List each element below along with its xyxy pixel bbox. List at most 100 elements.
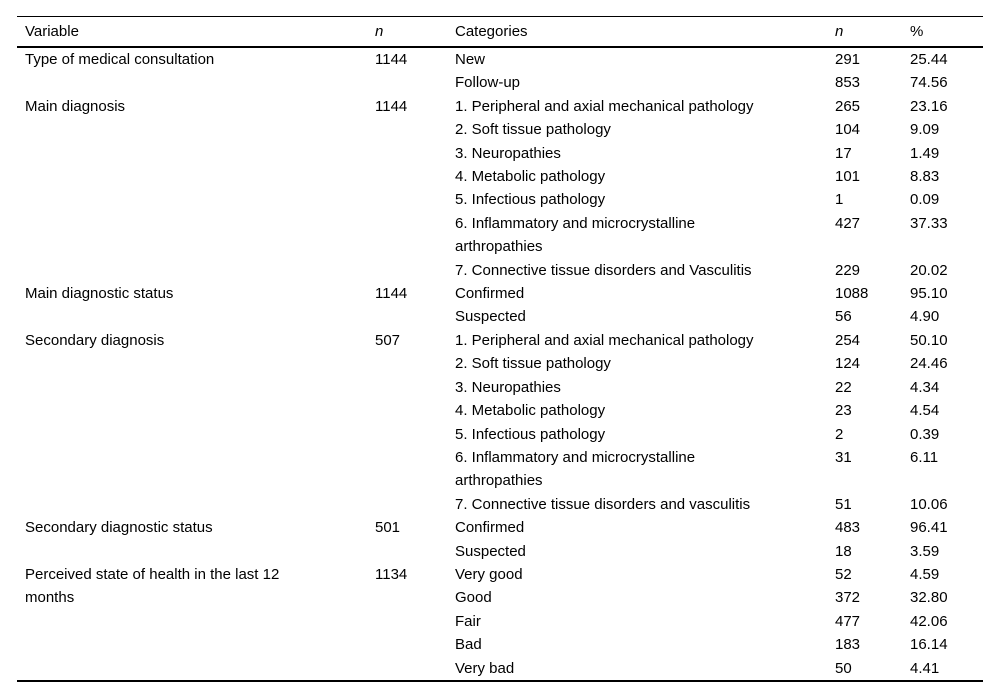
count-cell: 124 [835, 355, 861, 373]
table-row: Suspected 18 3.59 [17, 540, 983, 563]
count-cell: 1088 [835, 285, 869, 303]
count-cell: 483 [835, 519, 861, 537]
category-cell: 2. Soft tissue pathology [455, 118, 835, 141]
category-cell: 5. Infectious pathology [455, 423, 835, 446]
variable-cell: Secondary diagnosis [17, 329, 375, 516]
category-cell: 2. Soft tissue pathology [455, 352, 835, 375]
percent-cell: 16.14 [910, 636, 948, 654]
table-row: 7. Connective tissue disorders and vascu… [17, 493, 983, 516]
variable-cell: Secondary diagnostic status [17, 516, 375, 563]
category-cell: New [455, 47, 835, 71]
category-cell-text: 3. Neuropathies [455, 378, 561, 396]
count-cell: 51 [835, 495, 852, 513]
category-cell-text: 1. Peripheral and axial mechanical patho… [455, 331, 754, 349]
count-cell: 23 [835, 402, 852, 420]
table-row: 7. Connective tissue disorders and Vascu… [17, 259, 983, 282]
category-cell-text: Very bad [455, 659, 515, 677]
variable-cell-text: Main diagnosis [25, 97, 126, 115]
count-cell: 101 [835, 168, 861, 186]
category-cell-text: 6. Inflammatory and microcrystalline art… [455, 448, 696, 490]
table-row: 6. Inflammatory and microcrystalline art… [17, 446, 983, 493]
count-cell: 56 [835, 308, 852, 326]
variable-n-cell: 1144 [375, 97, 408, 115]
percent-cell: 4.90 [910, 308, 940, 326]
count-cell: 372 [835, 589, 861, 607]
category-cell: Very bad [455, 657, 835, 681]
category-cell-text: 5. Infectious pathology [455, 425, 606, 443]
category-cell-text: Confirmed [455, 519, 525, 537]
percent-cell: 23.16 [910, 97, 948, 115]
variable-n-cell: 1134 [375, 565, 408, 583]
percent-cell: 74.56 [910, 74, 948, 92]
category-cell: 3. Neuropathies [455, 376, 835, 399]
category-cell: 6. Inflammatory and microcrystalline art… [455, 446, 835, 493]
category-cell: 4. Metabolic pathology [455, 165, 835, 188]
percent-cell: 6.11 [910, 448, 939, 466]
percent-cell: 4.59 [910, 565, 940, 583]
category-cell-text: 7. Connective tissue disorders and vascu… [455, 495, 751, 513]
table-body: Type of medical consultation 1144 New 291 25… [17, 47, 983, 681]
category-cell-text: 2. Soft tissue pathology [455, 121, 611, 139]
variable-n-cell: 501 [375, 519, 401, 537]
count-cell: 254 [835, 331, 861, 349]
percent-cell: 0.39 [910, 425, 940, 443]
percent-cell: 0.09 [910, 191, 940, 209]
column-header-n-variable: n [375, 16, 455, 48]
count-cell: 50 [835, 659, 852, 677]
table-row: Type of medical consultation 1144 New 291 25… [17, 47, 983, 71]
category-cell-text: Suspected [455, 542, 526, 560]
category-cell-text: 7. Connective tissue disorders and Vascu… [455, 261, 752, 279]
table-row: 4. Metabolic pathology 101 8.83 [17, 165, 983, 188]
table-row: Main diagnostic status 1144 Confirmed 1088 9… [17, 282, 983, 305]
percent-cell: 4.41 [910, 659, 940, 677]
variable-n-cell: 1144 [375, 51, 408, 68]
percent-cell: 95.10 [910, 285, 948, 303]
variable-cell-text: Secondary diagnostic status [25, 519, 213, 537]
table-row: Very bad 50 4.41 [17, 657, 983, 681]
count-cell: 291 [835, 51, 861, 68]
count-cell: 183 [835, 636, 861, 654]
percent-cell: 9.09 [910, 121, 940, 139]
category-cell-text: 6. Inflammatory and microcrystalline art… [455, 214, 696, 256]
table-row: Secondary diagnosis 507 1. Peripheral and … [17, 329, 983, 352]
percent-cell: 1.49 [910, 144, 940, 162]
category-cell-text: 3. Neuropathies [455, 144, 561, 162]
percent-cell: 37.33 [910, 214, 948, 232]
table-row: 4. Metabolic pathology 23 4.54 [17, 399, 983, 422]
category-cell: Follow-up [455, 71, 835, 94]
table-row: 3. Neuropathies 22 4.34 [17, 376, 983, 399]
table-row: 2. Soft tissue pathology 104 9.09 [17, 118, 983, 141]
category-cell-text: Follow-up [455, 74, 521, 92]
count-cell: 427 [835, 214, 861, 232]
category-cell: Fair [455, 610, 835, 633]
variable-n-cell: 507 [375, 331, 401, 349]
table-row: 2. Soft tissue pathology 124 24.46 [17, 352, 983, 375]
count-cell: 52 [835, 565, 852, 583]
category-cell-text: 4. Metabolic pathology [455, 168, 606, 186]
count-cell: 22 [835, 378, 852, 396]
count-cell: 265 [835, 97, 861, 115]
variable-cell-text: Perceived state of health in the last 12… [25, 565, 280, 607]
category-cell: 5. Infectious pathology [455, 188, 835, 211]
category-cell-text: Fair [455, 612, 481, 630]
category-cell-text: Confirmed [455, 285, 525, 303]
table-row: Perceived state of health in the last 12… [17, 563, 983, 606]
category-cell: Suspected [455, 540, 835, 563]
percent-cell: 3.59 [910, 542, 940, 560]
table-row: Suspected 56 4.90 [17, 305, 983, 328]
category-cell-text: Good [455, 589, 492, 607]
variable-cell-text: Secondary diagnosis [25, 331, 165, 349]
table-row: Bad 183 16.14 [17, 633, 983, 656]
category-cell-text: Bad [455, 636, 482, 654]
percent-cell: 42.06 [910, 612, 948, 630]
percent-cell: 4.54 [910, 402, 940, 420]
category-cell: Confirmed [455, 282, 835, 305]
count-cell: 31 [835, 448, 852, 466]
variable-cell: Main diagnostic status [17, 282, 375, 329]
table-row: 3. Neuropathies 17 1.49 [17, 142, 983, 165]
header-row: Variable n Categories n % [17, 16, 983, 48]
category-cell: Suspected [455, 305, 835, 328]
table-header: Variable n Categories n % [17, 16, 983, 48]
variable-cell: Perceived state of health in the last 12… [17, 563, 375, 681]
